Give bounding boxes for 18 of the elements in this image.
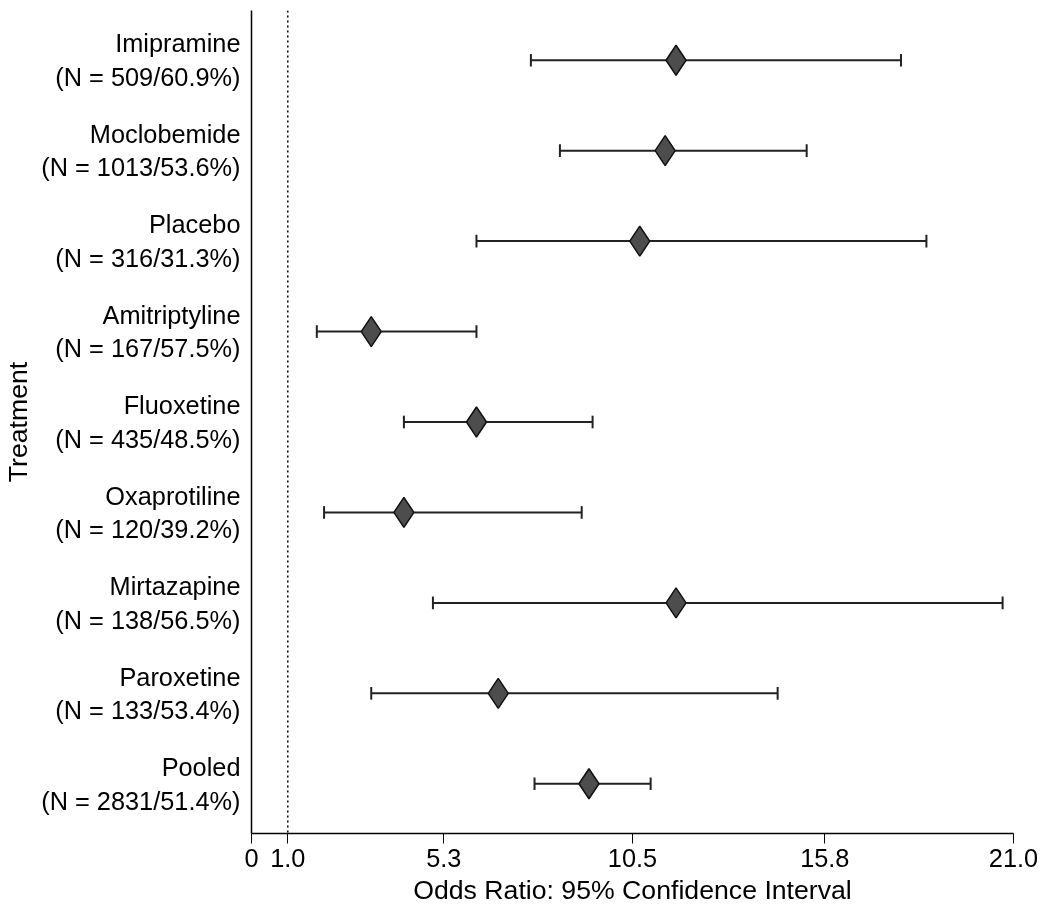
- x-tick-label: 15.8: [800, 843, 850, 872]
- y-tick-label: Oxaprotiline (N = 120/39.2%): [55, 481, 241, 544]
- y-tick-label: Pooled (N = 2831/51.4%): [41, 752, 241, 815]
- x-tick-label: 5.3: [426, 843, 462, 872]
- x-tick-label: 0: [244, 843, 259, 872]
- y-tick-label: Mirtazapine (N = 138/56.5%): [55, 572, 241, 634]
- y-tick-label: Imipramine (N = 509/60.9%): [55, 29, 241, 92]
- y-tick-label: Fluoxetine (N = 435/48.5%): [55, 391, 241, 453]
- x-tick-label: 21.0: [988, 843, 1039, 872]
- y-tick-label: Paroxetine (N = 133/53.4%): [55, 662, 241, 725]
- y-axis-title: Treatment: [3, 361, 34, 483]
- x-tick-label: 1.0: [270, 843, 306, 872]
- y-tick-label: Placebo (N = 316/31.3%): [55, 210, 241, 272]
- y-tick-label: Moclobemide (N = 1013/53.6%): [41, 119, 241, 182]
- x-axis-title: Odds Ratio: 95% Confidence Interval: [413, 874, 852, 905]
- x-tick-label: 10.5: [607, 843, 658, 872]
- y-tick-label: Amitriptyline (N = 167/57.5%): [55, 300, 241, 363]
- point: [465, 406, 488, 438]
